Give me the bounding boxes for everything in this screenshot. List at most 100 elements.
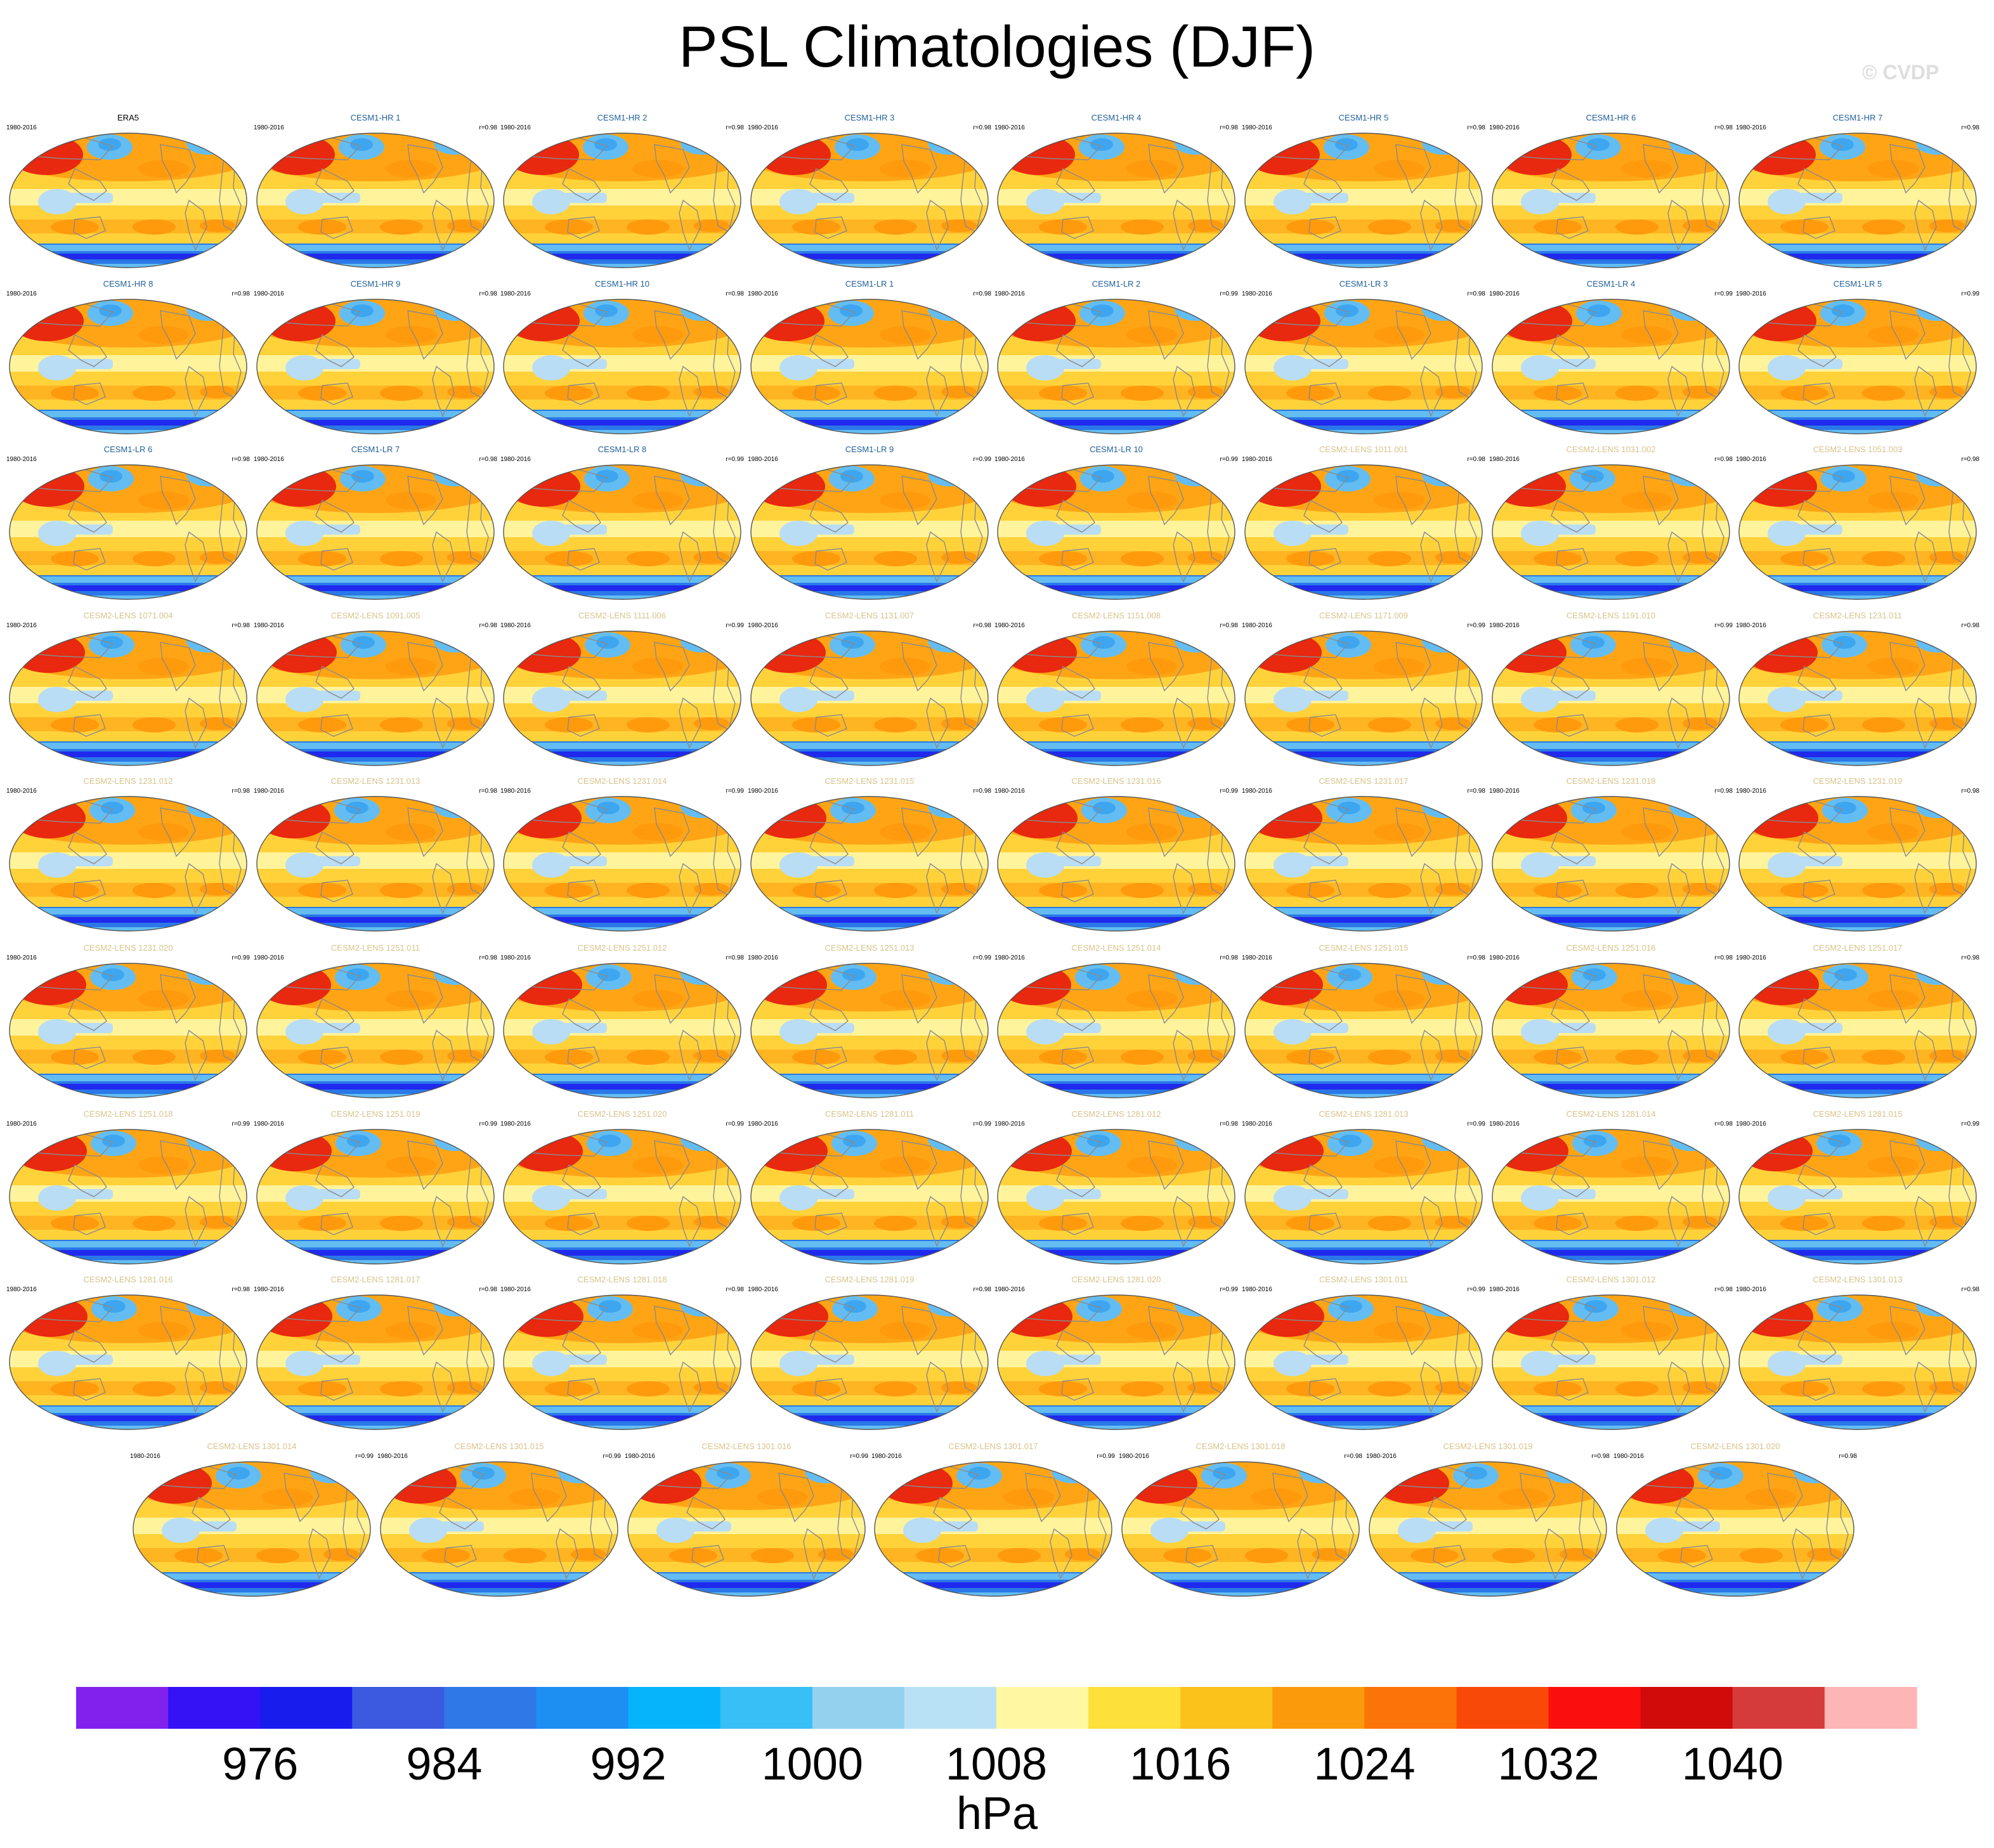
psl-map [627, 1461, 866, 1597]
panel-title: CESM1-HR 10 [595, 279, 649, 289]
panel-title: CESM2-LENS 1281.014 [1566, 1109, 1656, 1119]
panel-title: CESM2-LENS 1281.020 [1071, 1275, 1161, 1284]
psl-map [1738, 464, 1977, 600]
panel-correlation: r=0.98 [479, 622, 497, 629]
panel-period: 1980-2016 [377, 1453, 408, 1460]
psl-map [997, 464, 1235, 600]
map-panel: CESM2-LENS 1281.015 1980-2016 r=0.99 [1735, 1109, 1981, 1269]
psl-map [750, 796, 989, 932]
panel-title: CESM2-LENS 1171.009 [1319, 611, 1408, 620]
panel-correlation: r=0.98 [1344, 1453, 1362, 1460]
psl-map [997, 963, 1235, 1098]
map-panel: CESM2-LENS 1301.018 1980-2016 r=0.98 [1118, 1441, 1364, 1601]
panel-period: 1980-2016 [748, 788, 778, 795]
panel-correlation: r=0.98 [1467, 124, 1485, 131]
panel-title: CESM2-LENS 1281.016 [83, 1275, 173, 1284]
colorbar-box [1824, 1687, 1917, 1729]
psl-map [9, 630, 247, 766]
panel-period: 1980-2016 [1736, 290, 1766, 297]
map-panel: CESM1-HR 6 1980-2016 r=0.98 [1488, 113, 1734, 273]
panel-period: 1980-2016 [254, 290, 284, 297]
panel-period: 1980-2016 [748, 290, 778, 297]
colorbar-box [168, 1687, 261, 1729]
panel-title: CESM2-LENS 1251.014 [1071, 943, 1161, 953]
panel-period: 1980-2016 [254, 124, 284, 131]
psl-map [503, 630, 741, 766]
panel-title: CESM2-LENS 1301.013 [1813, 1275, 1903, 1284]
map-panel: CESM1-LR 5 1980-2016 r=0.99 [1735, 279, 1981, 439]
panel-correlation: r=0.98 [1961, 788, 1979, 795]
map-panel: CESM2-LENS 1231.011 1980-2016 r=0.98 [1735, 611, 1981, 771]
panel-correlation: r=0.99 [603, 1453, 621, 1460]
panel-title: CESM2-LENS 1281.019 [824, 1275, 915, 1284]
panel-correlation: r=0.98 [973, 290, 991, 297]
panel-correlation: r=0.98 [1220, 124, 1238, 131]
panel-correlation: r=0.98 [1220, 622, 1238, 629]
panel-title: CESM2-LENS 1281.017 [330, 1275, 420, 1284]
psl-map [1616, 1461, 1854, 1597]
panel-correlation: r=0.98 [231, 788, 250, 795]
panel-period: 1980-2016 [254, 954, 284, 961]
panel-title: CESM2-LENS 1251.018 [83, 1109, 173, 1119]
map-panel: CESM2-LENS 1251.018 1980-2016 r=0.99 [5, 1109, 251, 1269]
panel-correlation: r=0.99 [231, 954, 250, 961]
panel-title: CESM2-LENS 1301.016 [701, 1441, 792, 1451]
panel-period: 1980-2016 [1242, 954, 1272, 961]
panel-period: 1980-2016 [748, 124, 778, 131]
map-panel: CESM1-LR 2 1980-2016 r=0.99 [993, 279, 1239, 439]
map-panel: CESM2-LENS 1231.013 1980-2016 r=0.98 [252, 776, 499, 936]
colorbar-box [720, 1687, 813, 1729]
map-panel: CESM2-LENS 1251.015 1980-2016 r=0.98 [1241, 943, 1487, 1103]
panel-period: 1980-2016 [748, 954, 778, 961]
psl-map [1244, 299, 1483, 434]
psl-map [1244, 630, 1483, 766]
panel-title: CESM2-LENS 1281.018 [577, 1275, 667, 1284]
psl-map [997, 1129, 1235, 1265]
panel-period: 1980-2016 [748, 622, 778, 629]
psl-map [1492, 1129, 1730, 1265]
panel-correlation: r=0.98 [973, 124, 991, 131]
panel-title: CESM2-LENS 1251.019 [330, 1109, 420, 1119]
panel-period: 1980-2016 [6, 1121, 37, 1128]
map-panel: CESM2-LENS 1251.017 1980-2016 r=0.98 [1735, 943, 1981, 1103]
panel-period: 1980-2016 [994, 788, 1025, 795]
panel-title: CESM1-HR 3 [844, 113, 895, 122]
panel-correlation: r=0.98 [726, 124, 744, 131]
panel-period: 1980-2016 [1242, 1121, 1272, 1128]
panel-title: CESM1-HR 8 [103, 279, 153, 289]
map-panel: CESM2-LENS 1281.020 1980-2016 r=0.99 [993, 1275, 1239, 1435]
panel-title: CESM1-LR 3 [1339, 279, 1388, 289]
map-panel: CESM2-LENS 1301.017 1980-2016 r=0.99 [870, 1441, 1116, 1601]
psl-map [1738, 963, 1977, 1098]
map-panel: CESM2-LENS 1281.016 1980-2016 r=0.98 [5, 1275, 251, 1435]
map-panel: CESM1-HR 9 1980-2016 r=0.98 [252, 279, 499, 439]
psl-map [874, 1461, 1112, 1597]
panel-correlation: r=0.99 [973, 954, 991, 961]
panel-period: 1980-2016 [1736, 456, 1766, 463]
panel-title: CESM2-LENS 1251.013 [824, 943, 915, 953]
psl-map [1738, 133, 1977, 268]
colorbar-box [352, 1687, 445, 1729]
panel-period: 1980-2016 [500, 1121, 531, 1128]
map-panel: CESM1-LR 3 1980-2016 r=0.98 [1241, 279, 1487, 439]
panel-correlation: r=0.99 [1220, 290, 1238, 297]
panel-correlation: r=0.98 [479, 290, 497, 297]
psl-map [997, 630, 1235, 766]
psl-map [503, 464, 741, 600]
panel-correlation: r=0.99 [726, 1121, 744, 1128]
psl-map [1492, 133, 1730, 268]
map-panel: CESM2-LENS 1281.013 1980-2016 r=0.99 [1241, 1109, 1487, 1269]
panel-title: ERA5 [117, 113, 139, 122]
psl-map [1492, 299, 1730, 434]
panel-title: CESM1-LR 10 [1090, 445, 1143, 454]
panel-period: 1980-2016 [254, 456, 284, 463]
colorbar-boxes [76, 1687, 1917, 1729]
panel-correlation: r=0.99 [1961, 1121, 1979, 1128]
panel-correlation: r=0.98 [726, 1286, 744, 1293]
psl-map [503, 1294, 741, 1430]
map-panel: CESM2-LENS 1071.004 1980-2016 r=0.98 [5, 611, 251, 771]
psl-map [256, 133, 495, 268]
panel-title: CESM2-LENS 1301.012 [1566, 1275, 1656, 1284]
panel-period: 1980-2016 [1242, 456, 1272, 463]
panel-period: 1980-2016 [1489, 1121, 1520, 1128]
